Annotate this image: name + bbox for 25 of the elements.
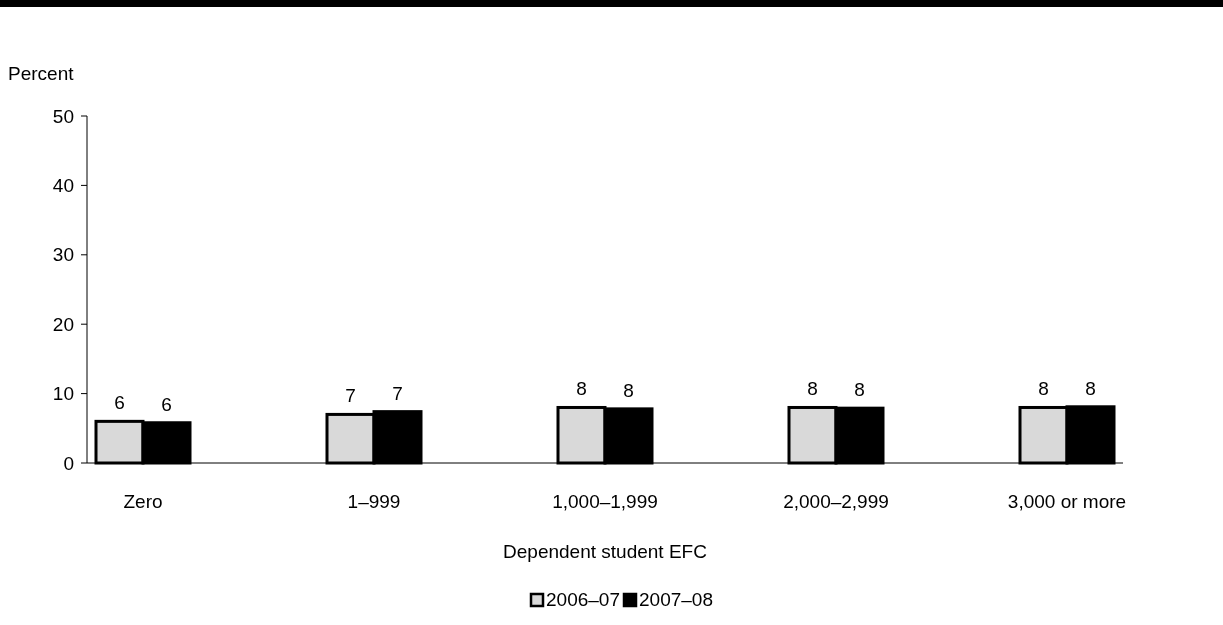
x-tick-label: 2,000–2,999: [783, 491, 889, 512]
data-label: 8: [623, 379, 634, 401]
y-axis-title: Percent: [8, 63, 75, 84]
data-label: 8: [807, 378, 818, 400]
data-label: 8: [576, 378, 587, 400]
legend-label: 2007–08: [639, 589, 713, 610]
x-tick-label: Zero: [123, 491, 163, 512]
data-label: 7: [392, 382, 403, 404]
y-tick-label: 30: [52, 244, 74, 266]
legend-label: 2006–07: [546, 589, 620, 610]
y-tick-label: 10: [52, 383, 74, 405]
data-label: 8: [1038, 378, 1049, 400]
x-axis-title: Dependent student EFC: [503, 541, 707, 562]
y-tick-label: 0: [63, 452, 74, 474]
data-label: 7: [345, 385, 356, 407]
x-tick-label: 1–999: [347, 491, 401, 512]
x-tick-label: 3,000 or more: [1007, 491, 1127, 512]
data-label: 6: [161, 393, 172, 415]
data-label: 8: [854, 379, 865, 401]
y-tick-label: 20: [52, 313, 74, 335]
y-tick-label: 50: [52, 105, 74, 127]
y-tick-label: 40: [52, 175, 74, 197]
data-label: 8: [1085, 377, 1096, 399]
data-label: 6: [114, 392, 125, 414]
x-tick-label: 1,000–1,999: [552, 491, 658, 512]
